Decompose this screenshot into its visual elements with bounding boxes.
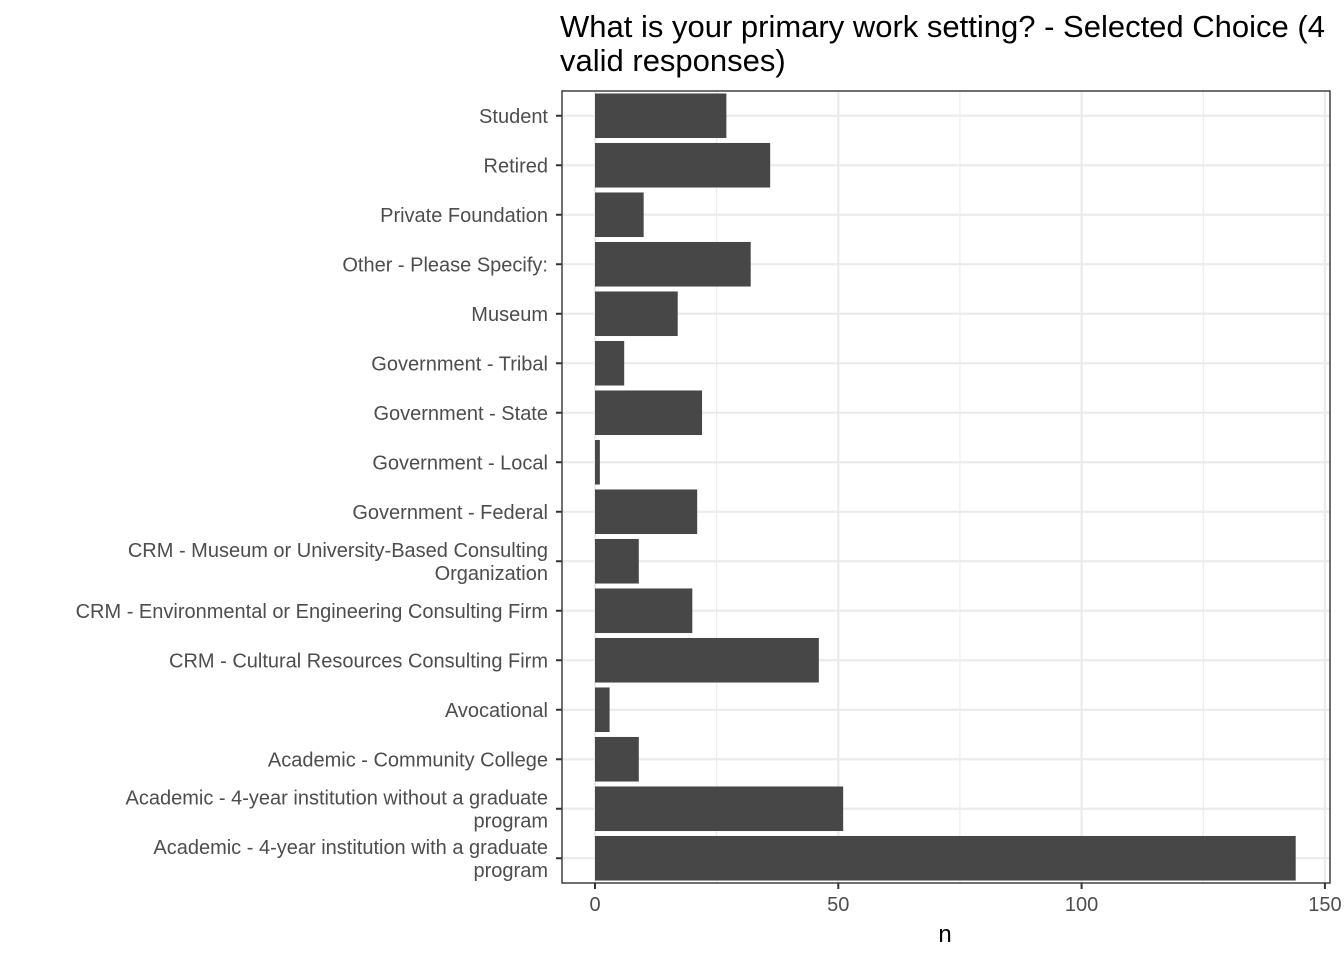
x-tick-label: 0 [589, 894, 600, 916]
chart-title-line-1: What is your primary work setting? - Sel… [560, 9, 1325, 44]
x-axis-title: n [938, 921, 951, 948]
bar [595, 538, 639, 584]
chart-title-line-2: valid responses) [560, 43, 786, 78]
bar [595, 241, 751, 287]
bar [595, 637, 819, 683]
y-tick-label: Museum [471, 304, 548, 326]
bar [595, 192, 644, 238]
y-tick-label: Government - Federal [352, 502, 548, 524]
x-tick-label: 100 [1065, 894, 1098, 916]
y-tick-label: Retired [484, 155, 548, 177]
grid-lines [562, 91, 1330, 883]
y-tick-label: Academic - 4-year institution without a … [126, 787, 548, 832]
bar [595, 489, 698, 535]
bar [595, 291, 678, 337]
y-tick-label: Student [479, 106, 548, 128]
y-tick-label: CRM - Environmental or Engineering Consu… [76, 601, 548, 623]
y-tick-label: Government - Local [372, 452, 548, 474]
bar [595, 687, 610, 733]
y-tick-label: CRM - Cultural Resources Consulting Firm [169, 650, 548, 672]
bar [595, 390, 703, 436]
bars [595, 93, 1296, 881]
y-tick-label: Other - Please Specify: [342, 254, 548, 276]
y-tick-label: Avocational [445, 700, 548, 722]
x-axis-ticks: 0 50 100 150 [589, 883, 1342, 916]
bar [595, 340, 625, 386]
panel-border [561, 90, 1331, 884]
y-tick-label: Academic - Community College [268, 749, 548, 771]
bar [595, 588, 693, 634]
bar [595, 439, 600, 485]
x-tick-label: 150 [1308, 894, 1341, 916]
y-axis-ticks: Student Retired Private Foundation Other - … [76, 106, 562, 882]
y-tick-label: Private Foundation [380, 205, 548, 227]
y-tick-label: Academic - 4-year institution with a gra… [153, 837, 548, 882]
x-tick-label: 50 [827, 894, 849, 916]
bar [595, 93, 727, 139]
bar [595, 786, 844, 832]
bar [595, 835, 1296, 881]
bar [595, 736, 639, 782]
y-tick-label: CRM - Museum or University-Based Consult… [128, 540, 548, 585]
y-tick-label: Government - Tribal [371, 353, 548, 375]
y-tick-label: Government - State [373, 403, 548, 425]
bar [595, 142, 771, 188]
